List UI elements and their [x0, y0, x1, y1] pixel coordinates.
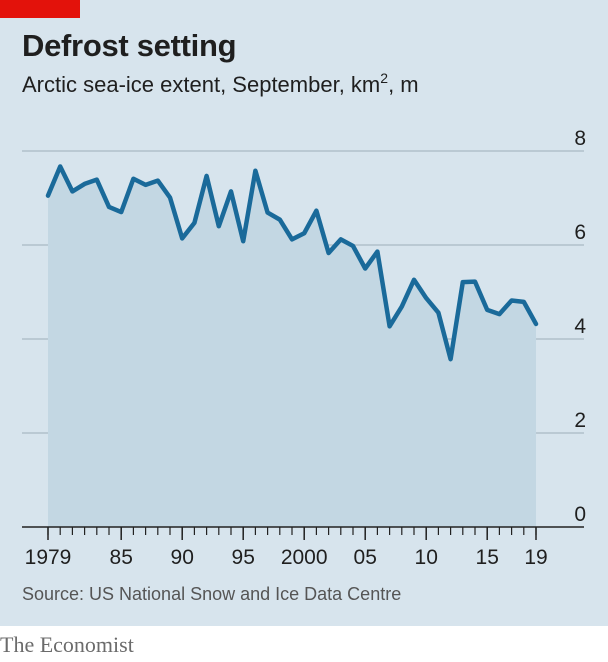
y-tick-label: 0 — [574, 503, 586, 526]
series-area — [48, 166, 536, 527]
y-tick-labels: 0 2 4 6 8 — [574, 127, 586, 526]
x-tick-label: 95 — [232, 546, 255, 569]
y-tick-label: 4 — [574, 315, 586, 338]
area-layer — [48, 166, 536, 527]
y-tick-label: 6 — [574, 221, 586, 244]
subtitle-text: Arctic sea-ice extent, September, km — [22, 72, 381, 97]
x-tick-label: 10 — [415, 546, 438, 569]
y-tick-label: 8 — [574, 127, 586, 150]
subtitle-unit: , m — [388, 72, 419, 97]
chart-plot: 0 2 4 6 8 1979 85 90 95 2000 05 10 15 19 — [22, 127, 586, 569]
x-tick-label: 15 — [476, 546, 499, 569]
subtitle-superscript: 2 — [380, 70, 389, 86]
x-tick-label: 90 — [171, 546, 194, 569]
brand-red-tag — [0, 0, 80, 18]
x-tick-label: 2000 — [281, 546, 328, 569]
x-tick-label: 05 — [354, 546, 377, 569]
line-layer — [45, 164, 539, 362]
series-line — [45, 164, 539, 362]
x-tick-label: 1979 — [25, 546, 72, 569]
y-tick-label: 2 — [574, 409, 586, 432]
source-note: Source: US National Snow and Ice Data Ce… — [22, 584, 402, 604]
x-axis — [22, 526, 584, 540]
footer-bar — [0, 626, 608, 662]
x-tick-label: 19 — [524, 546, 547, 569]
x-tick-label: 85 — [110, 546, 133, 569]
x-tick-labels: 1979 85 90 95 2000 05 10 15 19 — [25, 546, 548, 569]
economist-logo-text: The Economist — [0, 632, 134, 657]
chart-subtitle: Arctic sea-ice extent, September, km2, m — [22, 70, 419, 98]
chart-title: Defrost setting — [22, 28, 237, 63]
